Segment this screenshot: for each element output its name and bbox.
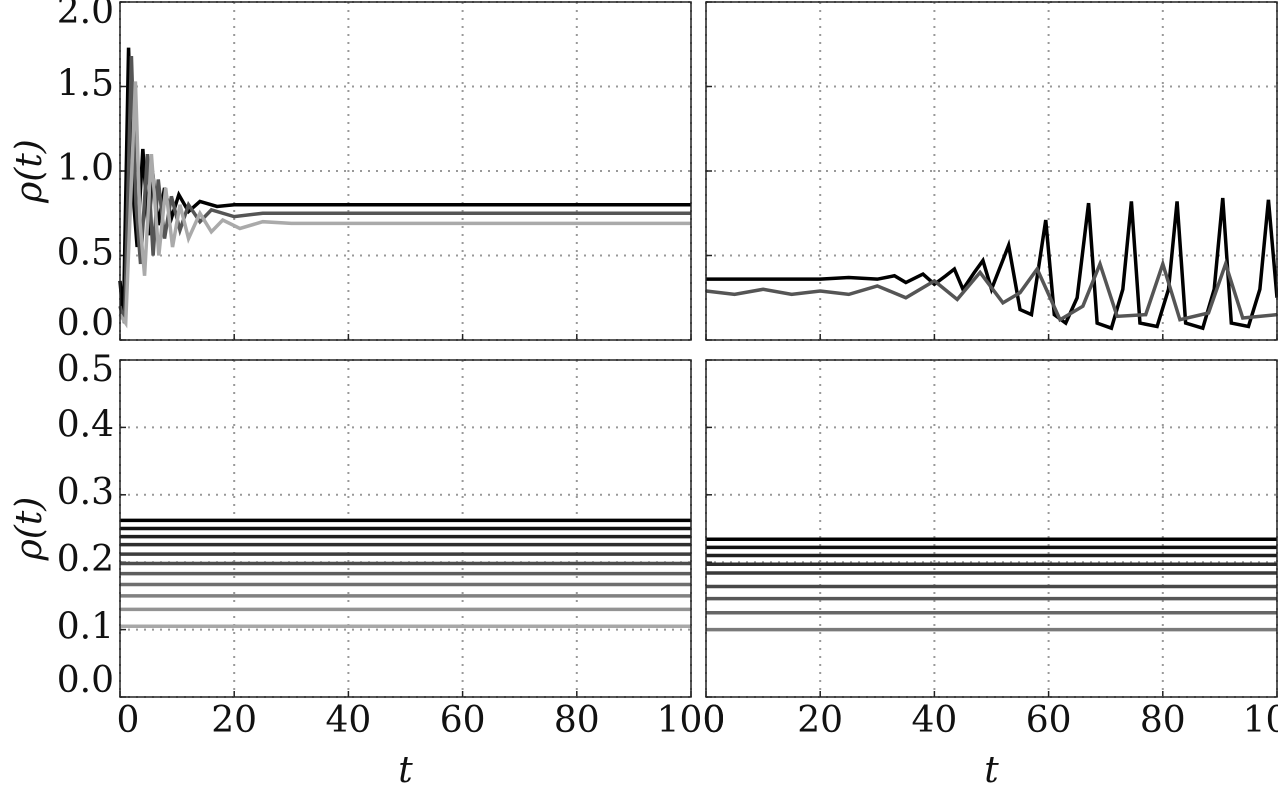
x-tick-label: 0 bbox=[117, 700, 140, 741]
series-line bbox=[118, 81, 691, 329]
y-tick-label: 2.0 bbox=[57, 0, 114, 32]
plot-frame bbox=[119, 359, 692, 698]
x-tick-label: 20 bbox=[797, 700, 843, 741]
y-tick-label: 0.5 bbox=[57, 233, 114, 274]
y-tick-label: 1.0 bbox=[57, 148, 114, 189]
plot-frame bbox=[705, 1, 1278, 341]
x-tick-label: 20 bbox=[211, 700, 257, 741]
x-axis-label: t bbox=[398, 750, 413, 788]
series-line bbox=[705, 258, 1278, 323]
y-tick-label: 0.0 bbox=[57, 660, 114, 701]
x-tick-label: 80 bbox=[1140, 700, 1186, 741]
plot-frame bbox=[705, 359, 1278, 698]
series-line bbox=[118, 47, 691, 320]
series-line bbox=[706, 197, 1278, 331]
x-tick-label: 40 bbox=[325, 700, 371, 741]
y-tick-label: 0.4 bbox=[57, 404, 114, 445]
y-axis-label: ρ(t) bbox=[9, 139, 50, 204]
x-tick-label: 0 bbox=[703, 700, 726, 741]
x-tick-label: 100 bbox=[657, 700, 726, 741]
y-tick-label: 0.1 bbox=[57, 607, 114, 648]
y-tick-label: 0.0 bbox=[57, 303, 114, 344]
x-tick-label: 60 bbox=[440, 700, 486, 741]
x-tick-label: 60 bbox=[1026, 700, 1072, 741]
y-tick-label: 1.5 bbox=[57, 64, 114, 105]
x-tick-label: 40 bbox=[911, 700, 957, 741]
y-tick-label: 0.3 bbox=[57, 472, 114, 513]
x-tick-label: 80 bbox=[554, 700, 600, 741]
x-tick-label: 100 bbox=[1243, 700, 1278, 741]
y-tick-label: 0.5 bbox=[57, 349, 114, 390]
x-axis-label: t bbox=[984, 750, 999, 788]
plot-frame bbox=[119, 1, 692, 341]
series-line bbox=[118, 56, 691, 324]
y-axis-label: ρ(t) bbox=[9, 497, 50, 562]
y-tick-label: 0.2 bbox=[57, 539, 114, 580]
